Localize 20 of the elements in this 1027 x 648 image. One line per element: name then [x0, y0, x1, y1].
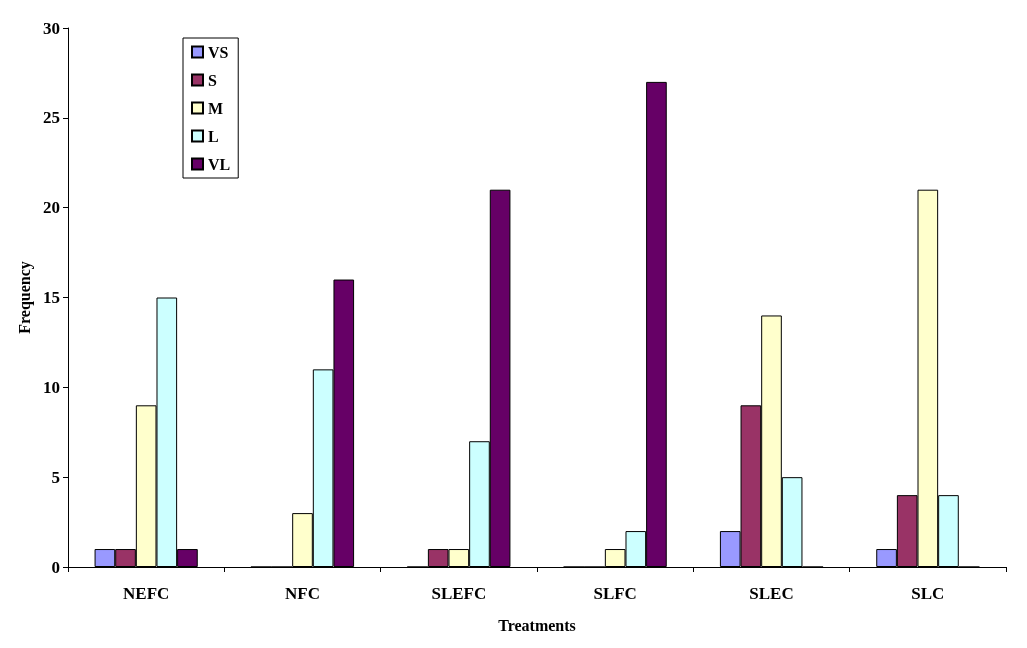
legend-label: M: [208, 99, 224, 117]
legend-label: L: [208, 127, 219, 145]
legend-label: VL: [208, 155, 231, 173]
x-tick-label: SLFC: [593, 584, 637, 603]
y-tick-label: 10: [43, 377, 60, 397]
x-axis-title: Treatments: [498, 616, 576, 634]
x-tick-label: NFC: [285, 584, 320, 603]
y-tick-label: 5: [51, 467, 60, 487]
y-axis-title: Frequency: [15, 261, 34, 334]
y-tick-label: 20: [43, 198, 60, 218]
x-tick-label: SLEFC: [431, 584, 487, 603]
x-tick-label: SLEC: [749, 584, 794, 603]
legend-label: S: [208, 71, 217, 89]
y-tick-label: 0: [51, 557, 60, 577]
x-tick-label: SLC: [911, 584, 945, 603]
y-tick-label: 25: [43, 108, 60, 128]
y-tick-label: 15: [43, 288, 60, 307]
x-tick-label: NEFC: [123, 584, 170, 603]
y-tick-label: 30: [43, 18, 60, 38]
legend-label: VS: [208, 43, 229, 61]
